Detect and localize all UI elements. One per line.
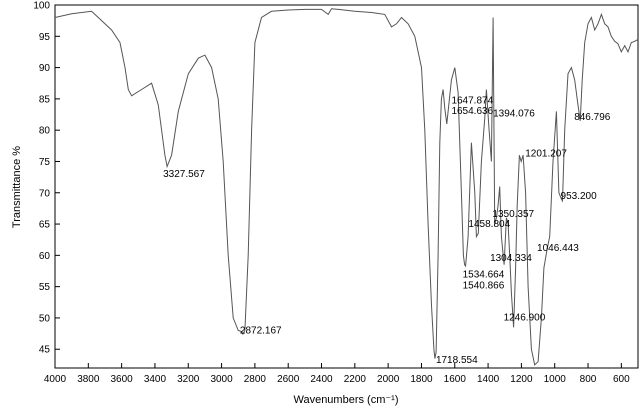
y-tick-label: 75 <box>39 157 51 168</box>
peak-annotations: 3327.567 2872.167 1718.554 1647.8741654.636… <box>163 95 611 366</box>
y-tick-label: 90 <box>39 63 51 74</box>
y-tick-label: 60 <box>39 251 51 262</box>
peak-label: 1246.900 <box>504 312 546 323</box>
peak-label: 953.200 <box>561 191 598 202</box>
x-tick-label: 1400 <box>477 374 500 385</box>
peak-label: 1304.334 <box>490 253 532 264</box>
x-tick-label: 800 <box>580 374 597 385</box>
peak-label: 1394.076 <box>493 108 535 119</box>
x-tick-label: 3200 <box>177 374 200 385</box>
x-axis-title: Wavenumbers (cm⁻¹) <box>293 394 398 406</box>
y-tick-label: 65 <box>39 220 51 231</box>
peak-label: 1718.554 <box>436 355 478 366</box>
peak-label: 1540.866 <box>463 281 505 292</box>
x-tick-label: 2600 <box>277 374 300 385</box>
y-tick-label: 45 <box>39 345 51 356</box>
peak-label: 3327.567 <box>163 169 205 180</box>
x-tick-label: 1000 <box>544 374 567 385</box>
x-tick-label: 600 <box>613 374 630 385</box>
y-axis-title: Transmittance % <box>11 146 23 228</box>
peak-label: 1201.207 <box>525 148 567 159</box>
plot-frame <box>54 4 639 369</box>
x-tick-label: 1200 <box>510 374 533 385</box>
x-tick-label: 1600 <box>444 374 467 385</box>
x-tick-label: 2400 <box>310 374 333 385</box>
y-tick-label: 55 <box>39 282 51 293</box>
peak-label: 1046.443 <box>537 243 579 254</box>
peak-label: 1654.636 <box>451 106 493 117</box>
axis-tick-labels: 4000 3800 3600 3400 3200 3000 2800 2600 2400 2200… <box>33 1 630 386</box>
peak-label: 2872.167 <box>240 326 282 337</box>
peak-label: 1458.804 <box>468 219 510 230</box>
y-tick-label: 70 <box>39 188 51 199</box>
y-tick-label: 95 <box>39 32 51 43</box>
x-tick-label: 2000 <box>377 374 400 385</box>
axis-ticks <box>54 4 622 368</box>
peak-label: 1350.357 <box>492 209 534 220</box>
x-tick-label: 3600 <box>111 374 134 385</box>
peak-label: 1647.874 <box>451 95 493 106</box>
x-tick-label: 3000 <box>210 374 233 385</box>
x-tick-label: 3800 <box>77 374 100 385</box>
x-tick-label: 1800 <box>410 374 433 385</box>
y-tick-label: 50 <box>39 313 51 324</box>
y-tick-label: 80 <box>39 126 51 137</box>
spectrum-line <box>54 8 639 366</box>
x-tick-label: 2200 <box>344 374 367 385</box>
x-tick-label: 3400 <box>144 374 167 385</box>
x-tick-label: 4000 <box>44 374 67 385</box>
peak-label: 846.796 <box>574 112 611 123</box>
y-tick-label: 85 <box>39 94 51 105</box>
peak-label: 1534.664 <box>463 269 505 280</box>
x-tick-label: 2800 <box>244 374 267 385</box>
y-tick-label: 100 <box>33 1 50 12</box>
